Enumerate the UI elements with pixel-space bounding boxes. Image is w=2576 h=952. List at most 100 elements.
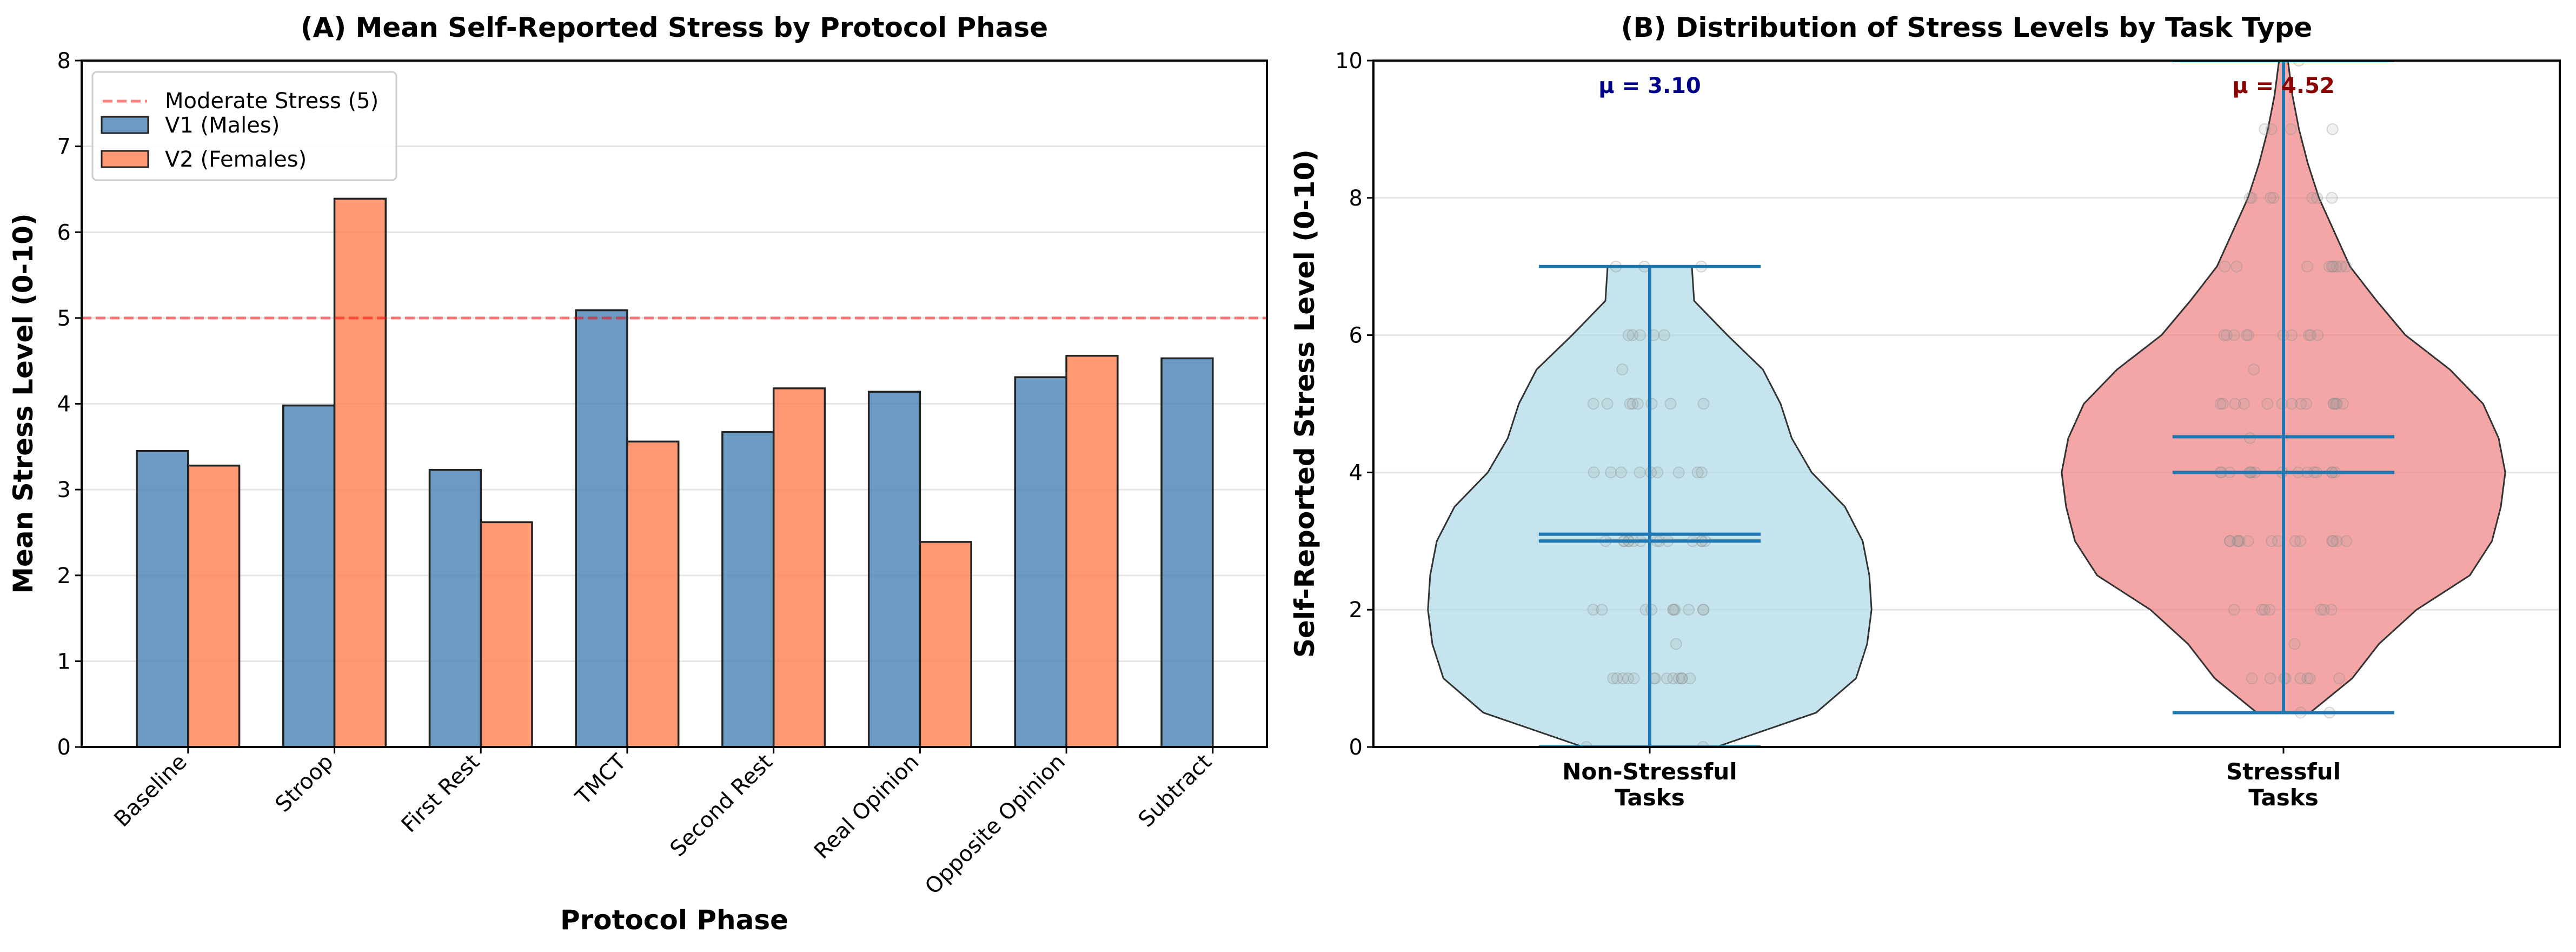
- y-tick-label: 4: [1349, 460, 1363, 485]
- y-tick-label: 8: [57, 49, 71, 74]
- chart-a-ylabel: Mean Stress Level (0-10): [8, 213, 39, 593]
- bar-v1-second-rest: [721, 431, 775, 748]
- data-point: [1669, 604, 1681, 616]
- y-tick-label: 0: [1349, 735, 1363, 760]
- y-tick-label: 2: [57, 564, 71, 589]
- chart-a: (A) Mean Self-Reported Stress by Protoco…: [8, 12, 1268, 936]
- data-point: [2261, 398, 2274, 410]
- legend-v1-swatch: [101, 116, 149, 134]
- data-point: [2246, 672, 2258, 685]
- data-point: [2256, 604, 2268, 616]
- data-point: [2242, 329, 2255, 341]
- data-point: [2232, 535, 2245, 547]
- data-point: [2266, 535, 2278, 547]
- data-point: [2340, 260, 2352, 273]
- y-tick-label: 8: [1349, 186, 1363, 211]
- data-point: [1667, 604, 1679, 616]
- data-point: [1587, 604, 1599, 616]
- data-point: [2294, 672, 2307, 685]
- data-point: [2328, 398, 2340, 410]
- data-point: [2218, 329, 2230, 341]
- bar-v2-baseline: [187, 464, 241, 748]
- data-point: [2335, 260, 2347, 273]
- y-tick-label: 3: [57, 478, 71, 503]
- data-point: [2258, 604, 2270, 616]
- bar-v2-stroop: [333, 197, 387, 748]
- data-point: [2303, 329, 2315, 341]
- data-point: [2228, 604, 2240, 616]
- bar-v2-first-rest: [480, 521, 533, 748]
- bar-v1-stroop: [282, 404, 336, 748]
- data-point: [1626, 329, 1639, 341]
- data-point: [2259, 123, 2271, 135]
- chart-a-title: (A) Mean Self-Reported Stress by Protoco…: [301, 12, 1048, 43]
- data-point: [2329, 398, 2342, 410]
- data-point: [1605, 466, 1617, 479]
- data-point: [2221, 329, 2233, 341]
- data-point: [2303, 672, 2316, 685]
- x-tick-label: Real Opinion: [809, 750, 924, 864]
- x-tick-label: Stressful: [2226, 758, 2341, 785]
- data-point: [2229, 398, 2241, 410]
- data-point: [2263, 604, 2276, 616]
- x-tick-label: Tasks: [1615, 784, 1685, 811]
- data-point: [2245, 191, 2258, 204]
- data-point: [2265, 191, 2277, 204]
- data-point: [1695, 466, 1708, 479]
- bar-v2-tmct: [626, 440, 680, 748]
- data-point: [2240, 329, 2253, 341]
- data-point: [2331, 535, 2343, 547]
- data-point: [2327, 398, 2340, 410]
- data-point: [1588, 466, 1600, 479]
- data-point: [2264, 672, 2276, 685]
- chart-a-xlabel: Protocol Phase: [560, 904, 788, 936]
- bar-v1-subtract: [1160, 357, 1214, 748]
- data-point: [1634, 466, 1646, 479]
- chart-b-frame: [1372, 60, 2561, 748]
- y-tick-label: 6: [1349, 323, 1363, 348]
- bar-v1-tmct: [575, 309, 628, 748]
- data-point: [1645, 604, 1658, 616]
- data-point: [2224, 535, 2236, 547]
- data-point: [2289, 535, 2301, 547]
- data-point: [1668, 604, 1680, 616]
- data-point: [1670, 638, 1682, 650]
- data-point: [2233, 535, 2246, 547]
- data-point: [1617, 672, 1629, 685]
- data-point: [1607, 672, 1619, 685]
- y-tick-label: 6: [57, 220, 71, 245]
- data-point: [2243, 191, 2256, 204]
- data-point: [2340, 535, 2353, 547]
- x-tick-label: TMCT: [570, 749, 631, 810]
- data-point: [2294, 535, 2307, 547]
- data-point: [1664, 398, 1677, 410]
- legend-v2-label: V2 (Females): [165, 147, 307, 172]
- data-point: [1697, 398, 1710, 410]
- data-point: [2265, 123, 2278, 135]
- data-point: [2272, 535, 2284, 547]
- y-tick-label: 7: [57, 135, 71, 160]
- data-point: [2318, 604, 2330, 616]
- data-point: [2286, 398, 2298, 410]
- data-point: [2286, 329, 2298, 341]
- data-point: [2331, 398, 2343, 410]
- data-point: [2306, 191, 2319, 204]
- legend: Moderate Stress (5) V1 (Males) V2 (Femal…: [91, 71, 397, 181]
- x-tick-label: Non-Stressful: [1562, 758, 1737, 785]
- data-point: [1697, 604, 1710, 616]
- data-point: [2267, 191, 2280, 204]
- data-point: [2300, 398, 2313, 410]
- data-point: [2214, 398, 2227, 410]
- data-point: [2232, 535, 2244, 547]
- data-point: [1631, 398, 1644, 410]
- data-point: [1672, 672, 1685, 685]
- bar-v1-baseline: [136, 449, 189, 748]
- data-point: [2295, 398, 2307, 410]
- y-tick-label: 2: [1349, 598, 1363, 623]
- data-point: [1616, 363, 1629, 376]
- data-point: [2326, 260, 2338, 273]
- bar-v2-second-rest: [772, 387, 826, 748]
- bar-v1-real-opinion: [867, 391, 921, 748]
- data-point: [2315, 604, 2327, 616]
- data-point: [2224, 535, 2236, 547]
